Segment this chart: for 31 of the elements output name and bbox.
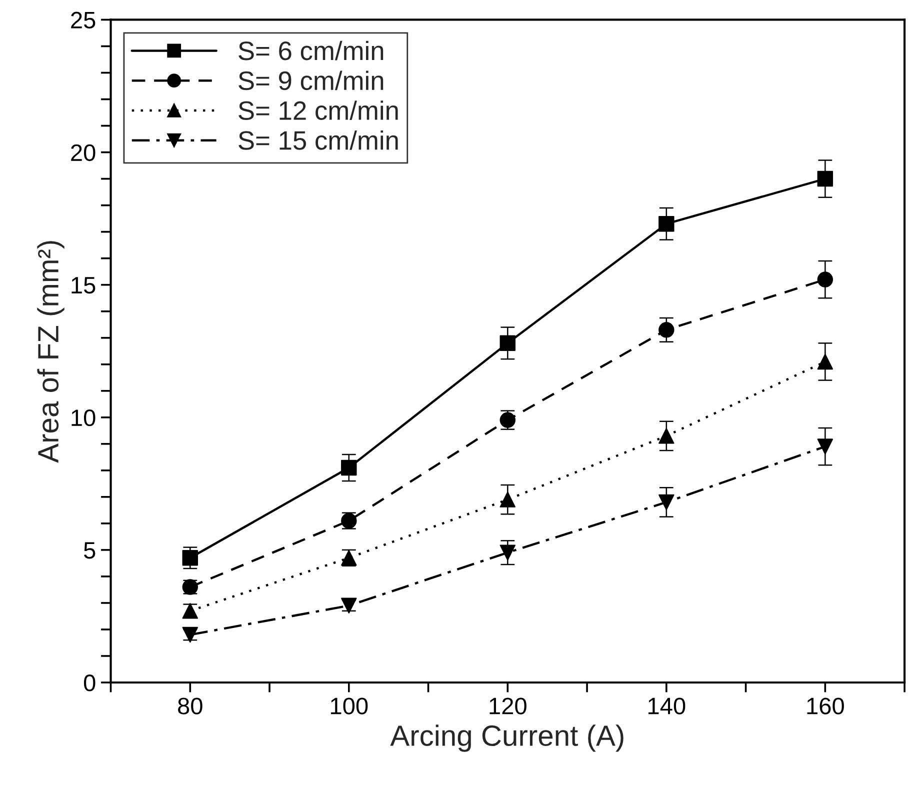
y-tick-label: 5 <box>84 542 96 559</box>
y-tick-label: 25 <box>71 12 96 29</box>
y-tick-label: 10 <box>72 409 96 426</box>
point <box>500 335 516 352</box>
point <box>182 603 198 619</box>
point <box>182 550 198 566</box>
point <box>817 170 834 187</box>
legend-label: S= 12 cm/min <box>238 100 398 120</box>
x-tick-label: 160 <box>807 698 844 714</box>
point <box>658 494 674 510</box>
y-tick-label: 20 <box>71 144 96 162</box>
point <box>658 428 674 444</box>
legend-label: S= 15 cm/min <box>238 130 398 150</box>
point <box>658 216 674 232</box>
point <box>658 322 674 338</box>
point <box>341 460 357 476</box>
point <box>817 272 834 288</box>
x-tick-label: 100 <box>331 698 368 714</box>
x-tick-label: 120 <box>490 698 526 714</box>
x-tick-label: 80 <box>178 698 202 714</box>
y-tick-label: 15 <box>72 277 96 294</box>
x-axis-title: Arcing Current (A) <box>390 724 624 752</box>
point <box>817 438 834 454</box>
point <box>817 354 834 370</box>
point <box>500 492 516 508</box>
legend-label: S= 6 cm/min <box>238 40 384 60</box>
y-axis-title: Area of FZ (mm²) <box>37 241 64 463</box>
y-tick-label: 0 <box>84 674 96 692</box>
x-tick-label: 140 <box>648 698 686 714</box>
point <box>500 544 516 560</box>
legend-label: S= 9 cm/min <box>238 70 384 90</box>
